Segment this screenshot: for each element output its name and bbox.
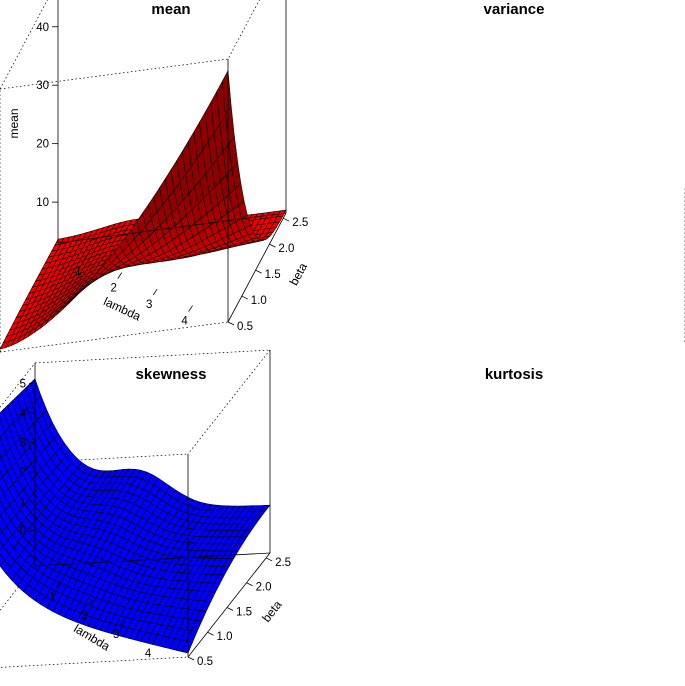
x-tick-label: 3 xyxy=(113,629,119,641)
z-tick-label: 40 xyxy=(36,22,49,34)
box-edge-top xyxy=(0,453,189,465)
x-tick-mark xyxy=(117,272,123,279)
z-tick-label: 3 xyxy=(20,437,26,449)
x-tick-label: 2 xyxy=(81,610,87,622)
y-tick-label: 1.5 xyxy=(236,606,252,618)
box-edge-top xyxy=(34,349,271,364)
y-tick-mark xyxy=(241,295,248,300)
chart-title: skewness xyxy=(136,366,207,383)
y-tick-label: 2.5 xyxy=(292,217,308,229)
box-edge-top xyxy=(0,0,48,90)
x-tick-mark xyxy=(152,288,158,296)
chart-title: kurtosis xyxy=(485,366,543,383)
chart-panel-mean: mean 10 20 30 40 mean 1 2 3 4 lambda 0.5 1.0 1.5 2.0 2.… xyxy=(0,0,310,353)
y-tick-mark xyxy=(269,243,276,248)
y-tick-label: 1.0 xyxy=(217,631,233,643)
z-tick-label: 1 xyxy=(20,496,26,508)
chart-panel-variance: variance100200300variance1234lambda0.51.… xyxy=(484,1,685,342)
chart-panel-kurtosis: kurtosis1020304050kurtosis1234lambda0.51… xyxy=(485,366,543,383)
surface-cell xyxy=(181,640,193,654)
z-tick-label: 4 xyxy=(20,408,27,420)
y-tick-label: 0.5 xyxy=(237,321,253,333)
z-tick-label: 30 xyxy=(36,80,49,92)
x-axis-label: lambda xyxy=(101,294,143,323)
box-edge-front-x xyxy=(57,212,287,244)
y-tick-label: 1.5 xyxy=(265,269,281,281)
y-tick-label: 2.0 xyxy=(278,243,294,255)
z-tick-label: 5 xyxy=(20,379,26,391)
y-axis-label: beta xyxy=(259,598,285,625)
box-edge-front-x xyxy=(34,552,271,567)
x-tick-mark xyxy=(88,599,93,607)
y-tick-mark xyxy=(283,217,290,222)
x-tick-label: 1 xyxy=(49,591,55,603)
chart-title: variance xyxy=(484,1,545,18)
x-tick-label: 3 xyxy=(146,299,152,311)
box-edge-front-y xyxy=(187,552,271,658)
surface-cell xyxy=(222,69,232,116)
y-tick-label: 0.5 xyxy=(197,656,213,668)
box-edge-front-y xyxy=(227,212,287,323)
surface-mean xyxy=(0,69,287,350)
x-tick-mark xyxy=(188,305,193,312)
x-tick-label: 4 xyxy=(181,316,188,328)
z-tick-label: 0 xyxy=(20,526,26,538)
y-tick-mark xyxy=(226,607,234,611)
y-tick-mark xyxy=(246,582,253,587)
box-edge-hidden xyxy=(0,656,189,668)
y-axis-label: beta xyxy=(287,260,310,287)
y-tick-mark xyxy=(255,269,262,274)
x-tick-label: 2 xyxy=(111,283,117,295)
z-axis-label: mean xyxy=(7,108,21,138)
x-tick-mark xyxy=(82,255,87,263)
y-tick-label: 1.0 xyxy=(251,295,267,307)
chart-title: mean xyxy=(151,1,190,18)
surface-skewness xyxy=(0,378,271,654)
y-tick-mark xyxy=(265,557,273,562)
y-tick-label: 2.0 xyxy=(256,582,272,594)
x-tick-mark xyxy=(56,580,61,588)
y-tick-mark xyxy=(187,656,195,661)
z-tick-label: 2 xyxy=(20,467,26,479)
x-tick-mark xyxy=(119,618,125,626)
x-tick-mark xyxy=(151,637,157,645)
z-tick-label: 20 xyxy=(36,139,49,151)
z-tick-label: 10 xyxy=(36,197,49,209)
box-edge-top xyxy=(0,58,229,90)
x-tick-label: 1 xyxy=(75,266,81,278)
box-edge-top xyxy=(227,0,260,60)
x-tick-label: 4 xyxy=(145,648,152,660)
y-tick-mark xyxy=(207,631,214,636)
y-tick-label: 2.5 xyxy=(275,557,291,569)
chart-panel-skewness: skewness012345skewness1234lambda0.51.01.… xyxy=(0,349,291,668)
y-tick-mark xyxy=(227,321,235,326)
